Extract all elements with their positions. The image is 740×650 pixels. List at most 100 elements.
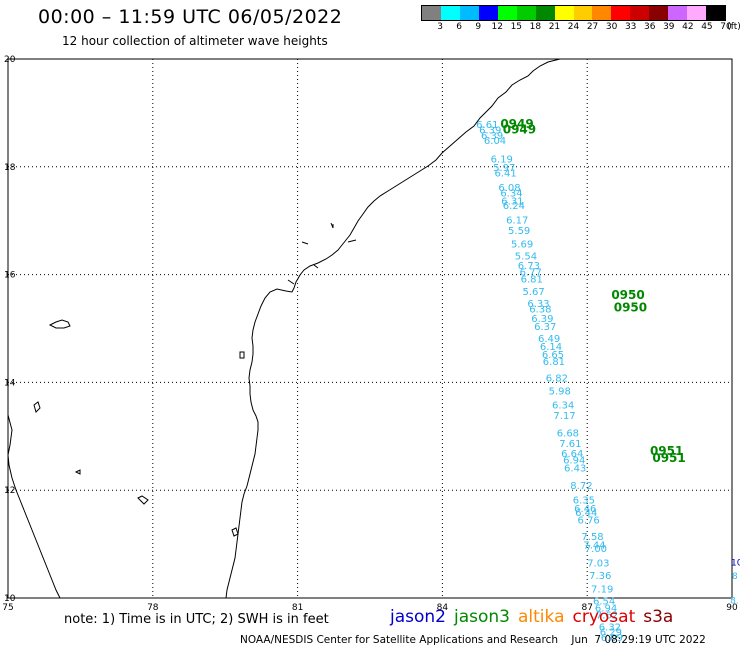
swh-value: 5.98: [549, 386, 571, 397]
scale-label: 45: [701, 22, 713, 32]
scale-unit: (ft): [727, 22, 740, 32]
swh-value: 5.67: [523, 287, 545, 298]
swh-value: 7.00: [585, 544, 607, 555]
swh-value: 6.34: [500, 188, 522, 199]
swh-value: 6.61: [476, 120, 498, 131]
scale-label: 27: [586, 22, 599, 32]
island-5: [239, 351, 245, 359]
credit-text: NOAA/NESDIS Center for Satellite Applica…: [240, 634, 706, 646]
scale-swatch: [535, 6, 555, 20]
swh-value: 5.54: [515, 252, 537, 263]
y-tick-label: 18: [4, 163, 16, 173]
swh-value: 7.03: [587, 559, 609, 570]
island-6: [231, 527, 239, 537]
edge-value-label: 10: [731, 559, 740, 569]
swh-value: 7.17: [553, 411, 575, 422]
pass-time-label: 0949: [500, 117, 533, 131]
color-scale-bar: [421, 5, 726, 21]
x-tick-label: 90: [726, 603, 738, 613]
scale-swatch: [630, 6, 650, 20]
y-tick-label: 14: [4, 378, 16, 388]
swh-value: 6.82: [546, 373, 568, 384]
x-tick-label: 81: [292, 603, 303, 613]
satellite-legend-jason3: jason3: [454, 607, 510, 627]
pass-time-label: 0950: [611, 288, 644, 302]
note-text: note: 1) Time is in UTC; 2) SWH is in fe…: [64, 612, 329, 627]
y-tick-label: 10: [4, 594, 16, 604]
satellite-legend-s3a: s3a: [643, 607, 674, 627]
swh-value: 5.59: [508, 226, 530, 237]
satellite-legend: jason2 jason3 altika cryosat s3a: [390, 607, 681, 627]
swh-value: 6.33: [527, 299, 549, 310]
scale-swatch: [497, 6, 517, 20]
pass-time-label: 0951: [650, 444, 683, 458]
scale-label: 6: [456, 22, 462, 32]
swh-value: 6.43: [564, 463, 586, 474]
y-tick-label: 16: [4, 271, 16, 281]
swh-value: 6.77: [520, 268, 542, 279]
swh-value: 6.94: [563, 455, 585, 466]
pass-time-label: 0951: [652, 451, 685, 465]
scale-swatch: [687, 6, 707, 20]
scale-swatch: [440, 6, 460, 20]
pass-time-label: 0949: [503, 122, 536, 136]
swh-value: 6.19: [491, 154, 513, 165]
scale-label: 21: [548, 22, 561, 32]
color-scale-legend: 3 6 9 12 15 18 21 24 27 30 33 36 39 42 45 70 (ft): [421, 5, 740, 33]
satellite-legend-jason2: jason2: [390, 607, 446, 627]
swh-value: 6.04: [484, 136, 506, 147]
scale-swatch: [592, 6, 612, 20]
scale-label: 15: [510, 22, 523, 32]
map-title: 00:00 – 11:59 UTC 06/05/2022: [38, 6, 343, 28]
altimeter-track: 6.616.396.396.046.195.976.416.086.346.31…: [476, 120, 623, 644]
swh-value: 6.46: [574, 504, 596, 515]
scale-label: 36: [644, 22, 656, 32]
swh-value: 7.58: [581, 532, 603, 543]
swh-value: 6.64: [561, 449, 583, 460]
swh-value: 6.76: [578, 516, 600, 527]
edge-labels: 10 8 8.: [730, 559, 740, 607]
scale-label: 39: [663, 22, 675, 32]
swh-value: 6.34: [552, 400, 574, 411]
scale-label: 12: [491, 22, 503, 32]
y-tick-label: 12: [4, 486, 15, 496]
scale-label: 9: [475, 22, 482, 32]
swh-value: 6.44: [575, 508, 597, 519]
swh-value: 6.39: [479, 125, 501, 136]
y-tick-label: 20: [4, 55, 16, 65]
swh-value: 7.36: [589, 571, 611, 582]
island-4: [137, 495, 149, 505]
x-tick-label: 84: [437, 603, 449, 613]
swh-value: 5.69: [511, 240, 533, 251]
swh-value: 5.97: [493, 163, 515, 174]
color-scale-labels: 3 6 9 12 15 18 21 24 27 30 33 36 39 42 45 70 (ft): [421, 21, 740, 33]
swh-value: 6.14: [540, 342, 562, 353]
scale-label: 30: [605, 22, 618, 32]
island-2: [33, 401, 41, 413]
swh-value: 6.29: [600, 628, 622, 639]
scale-swatch: [459, 6, 479, 20]
coastline: [7, 58, 561, 599]
swh-value: 7.61: [559, 439, 581, 450]
chilika-lake: [330, 222, 334, 229]
swh-value: 6.81: [543, 357, 565, 368]
swh-value: 6.35: [573, 496, 595, 507]
swh-value: 6.68: [557, 428, 579, 439]
map-subtitle: 12 hour collection of altimeter wave hei…: [62, 34, 328, 48]
edge-value-label: 8.: [730, 596, 739, 606]
island-1: [48, 319, 71, 329]
swh-value: 6.37: [534, 322, 556, 333]
india-east-coastline: [225, 58, 561, 599]
map-grid: [7, 58, 733, 599]
swh-value: 6.09: [601, 633, 623, 644]
swh-value: 7.19: [591, 585, 613, 596]
swh-value: 6.39: [481, 131, 503, 142]
swh-value: 6.08: [498, 183, 520, 194]
scale-label: 24: [567, 22, 580, 32]
scale-label: 42: [682, 22, 694, 32]
swh-value: 6.31: [501, 197, 523, 208]
swh-value: 7.62: [596, 610, 618, 621]
scale-label: 18: [529, 22, 542, 32]
